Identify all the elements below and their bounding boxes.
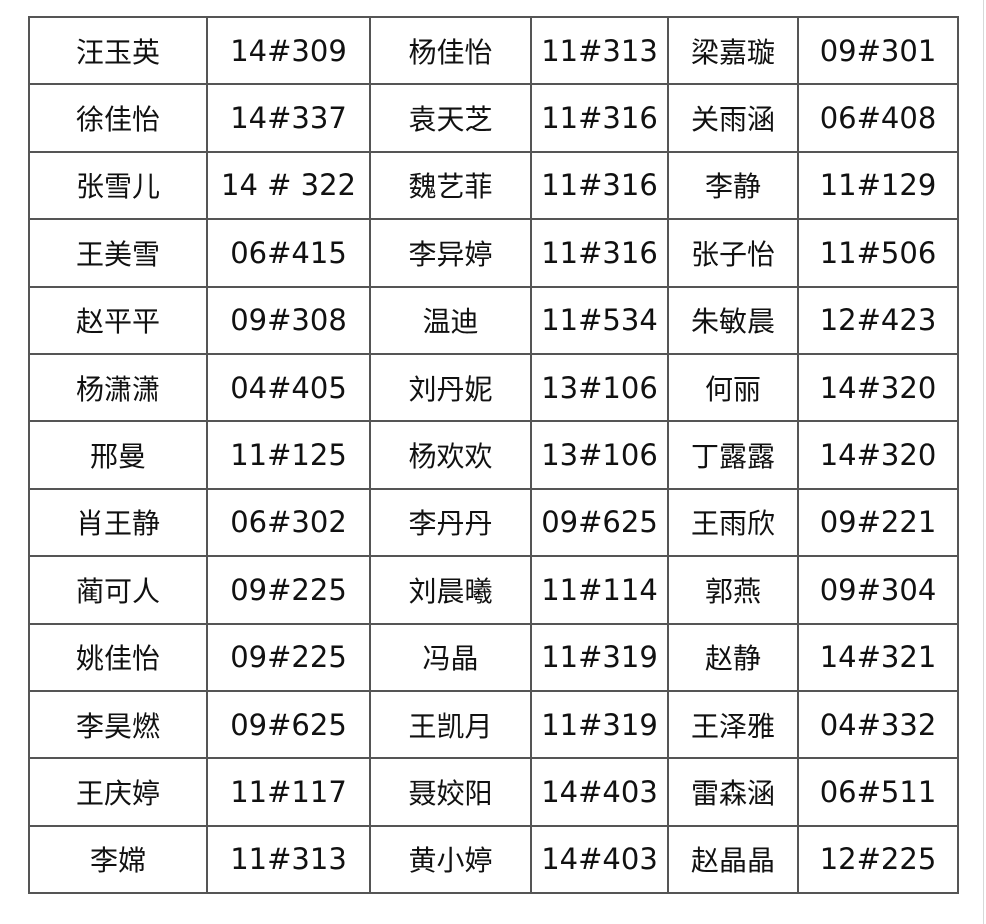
name-cell: 杨潇潇 bbox=[28, 352, 208, 423]
name-cell: 郭燕 bbox=[667, 555, 799, 625]
room-number-cell: 11#316 bbox=[530, 83, 669, 153]
name-cell: 张子怡 bbox=[667, 218, 799, 288]
name-cell: 刘晨曦 bbox=[369, 555, 532, 625]
name-cell: 蔺可人 bbox=[28, 555, 208, 625]
room-number-cell: 06#415 bbox=[206, 218, 371, 288]
room-number-cell: 11#313 bbox=[530, 15, 669, 86]
room-number-cell: 11#316 bbox=[530, 218, 669, 288]
name-cell: 王庆婷 bbox=[28, 757, 208, 827]
name-cell: 王泽雅 bbox=[667, 689, 799, 760]
table-row: 杨潇潇 04#405 刘丹妮 13#106 何丽 14#320 bbox=[28, 352, 959, 423]
room-number-cell: 14#320 bbox=[797, 352, 959, 423]
name-cell: 何丽 bbox=[667, 352, 799, 423]
room-number-cell: 09#225 bbox=[206, 555, 371, 625]
room-number-cell: 09#225 bbox=[206, 622, 371, 692]
room-number-cell: 14#309 bbox=[206, 15, 371, 86]
name-cell: 刘丹妮 bbox=[369, 352, 532, 423]
name-cell: 聂姣阳 bbox=[369, 757, 532, 827]
name-cell: 袁天芝 bbox=[369, 83, 532, 153]
room-number-cell: 14 # 322 bbox=[206, 150, 371, 221]
room-number-cell: 12#225 bbox=[797, 824, 959, 895]
name-cell: 张雪儿 bbox=[28, 150, 208, 221]
name-cell: 关雨涵 bbox=[667, 83, 799, 153]
room-number-cell: 14#403 bbox=[530, 757, 669, 827]
table-row: 张雪儿 14 # 322 魏艺菲 11#316 李静 11#129 bbox=[28, 150, 959, 221]
room-number-cell: 12#423 bbox=[797, 285, 959, 355]
name-cell: 汪玉英 bbox=[28, 15, 208, 86]
room-number-cell: 11#114 bbox=[530, 555, 669, 625]
room-number-cell: 13#106 bbox=[530, 420, 669, 490]
room-number-cell: 06#511 bbox=[797, 757, 959, 827]
name-cell: 赵平平 bbox=[28, 285, 208, 355]
room-number-cell: 13#106 bbox=[530, 352, 669, 423]
table-row: 李昊燃 09#625 王凯月 11#319 王泽雅 04#332 bbox=[28, 689, 959, 760]
table-row: 肖王静 06#302 李丹丹 09#625 王雨欣 09#221 bbox=[28, 487, 959, 558]
room-number-cell: 14#337 bbox=[206, 83, 371, 153]
room-number-cell: 09#304 bbox=[797, 555, 959, 625]
name-cell: 李昊燃 bbox=[28, 689, 208, 760]
name-cell: 李丹丹 bbox=[369, 487, 532, 558]
name-cell: 杨佳怡 bbox=[369, 15, 532, 86]
room-number-cell: 11#125 bbox=[206, 420, 371, 490]
room-number-cell: 11#319 bbox=[530, 622, 669, 692]
name-cell: 朱敏晨 bbox=[667, 285, 799, 355]
room-number-cell: 04#405 bbox=[206, 352, 371, 423]
table-row: 李嫦 11#313 黄小婷 14#403 赵晶晶 12#225 bbox=[28, 824, 959, 895]
name-cell: 雷森涵 bbox=[667, 757, 799, 827]
name-cell: 温迪 bbox=[369, 285, 532, 355]
name-cell: 邢曼 bbox=[28, 420, 208, 490]
name-cell: 赵静 bbox=[667, 622, 799, 692]
table-row: 姚佳怡 09#225 冯晶 11#319 赵静 14#321 bbox=[28, 622, 959, 692]
name-cell: 魏艺菲 bbox=[369, 150, 532, 221]
room-number-cell: 11#534 bbox=[530, 285, 669, 355]
room-number-cell: 06#302 bbox=[206, 487, 371, 558]
name-cell: 王凯月 bbox=[369, 689, 532, 760]
room-number-cell: 09#625 bbox=[206, 689, 371, 760]
name-cell: 冯晶 bbox=[369, 622, 532, 692]
name-cell: 黄小婷 bbox=[369, 824, 532, 895]
table-row: 徐佳怡 14#337 袁天芝 11#316 关雨涵 06#408 bbox=[28, 83, 959, 153]
room-number-cell: 09#221 bbox=[797, 487, 959, 558]
room-number-cell: 09#301 bbox=[797, 15, 959, 86]
name-cell: 王美雪 bbox=[28, 218, 208, 288]
room-number-cell: 11#313 bbox=[206, 824, 371, 895]
room-number-cell: 11#117 bbox=[206, 757, 371, 827]
room-number-cell: 04#332 bbox=[797, 689, 959, 760]
room-number-cell: 14#403 bbox=[530, 824, 669, 895]
name-cell: 丁露露 bbox=[667, 420, 799, 490]
room-number-cell: 11#506 bbox=[797, 218, 959, 288]
room-number-cell: 09#625 bbox=[530, 487, 669, 558]
name-cell: 李静 bbox=[667, 150, 799, 221]
name-cell: 梁嘉璇 bbox=[667, 15, 799, 86]
room-number-cell: 06#408 bbox=[797, 83, 959, 153]
room-number-cell: 11#316 bbox=[530, 150, 669, 221]
room-number-cell: 09#308 bbox=[206, 285, 371, 355]
room-number-cell: 14#321 bbox=[797, 622, 959, 692]
name-cell: 徐佳怡 bbox=[28, 83, 208, 153]
table-row: 邢曼 11#125 杨欢欢 13#106 丁露露 14#320 bbox=[28, 420, 959, 490]
room-number-cell: 11#319 bbox=[530, 689, 669, 760]
name-cell: 王雨欣 bbox=[667, 487, 799, 558]
name-cell: 肖王静 bbox=[28, 487, 208, 558]
name-cell: 李嫦 bbox=[28, 824, 208, 895]
room-number-cell: 11#129 bbox=[797, 150, 959, 221]
name-cell: 姚佳怡 bbox=[28, 622, 208, 692]
table-row: 蔺可人 09#225 刘晨曦 11#114 郭燕 09#304 bbox=[28, 555, 959, 625]
name-cell: 李异婷 bbox=[369, 218, 532, 288]
table-row: 王美雪 06#415 李异婷 11#316 张子怡 11#506 bbox=[28, 218, 959, 288]
name-cell: 杨欢欢 bbox=[369, 420, 532, 490]
table-row: 汪玉英 14#309 杨佳怡 11#313 梁嘉璇 09#301 bbox=[28, 15, 959, 86]
room-number-cell: 14#320 bbox=[797, 420, 959, 490]
table-row: 王庆婷 11#117 聂姣阳 14#403 雷森涵 06#511 bbox=[28, 757, 959, 827]
name-cell: 赵晶晶 bbox=[667, 824, 799, 895]
page-edge-divider bbox=[983, 0, 984, 924]
table-row: 赵平平 09#308 温迪 11#534 朱敏晨 12#423 bbox=[28, 285, 959, 355]
roster-table: 汪玉英 14#309 杨佳怡 11#313 梁嘉璇 09#301 徐佳怡 14#337 袁天芝 1… bbox=[28, 15, 959, 895]
